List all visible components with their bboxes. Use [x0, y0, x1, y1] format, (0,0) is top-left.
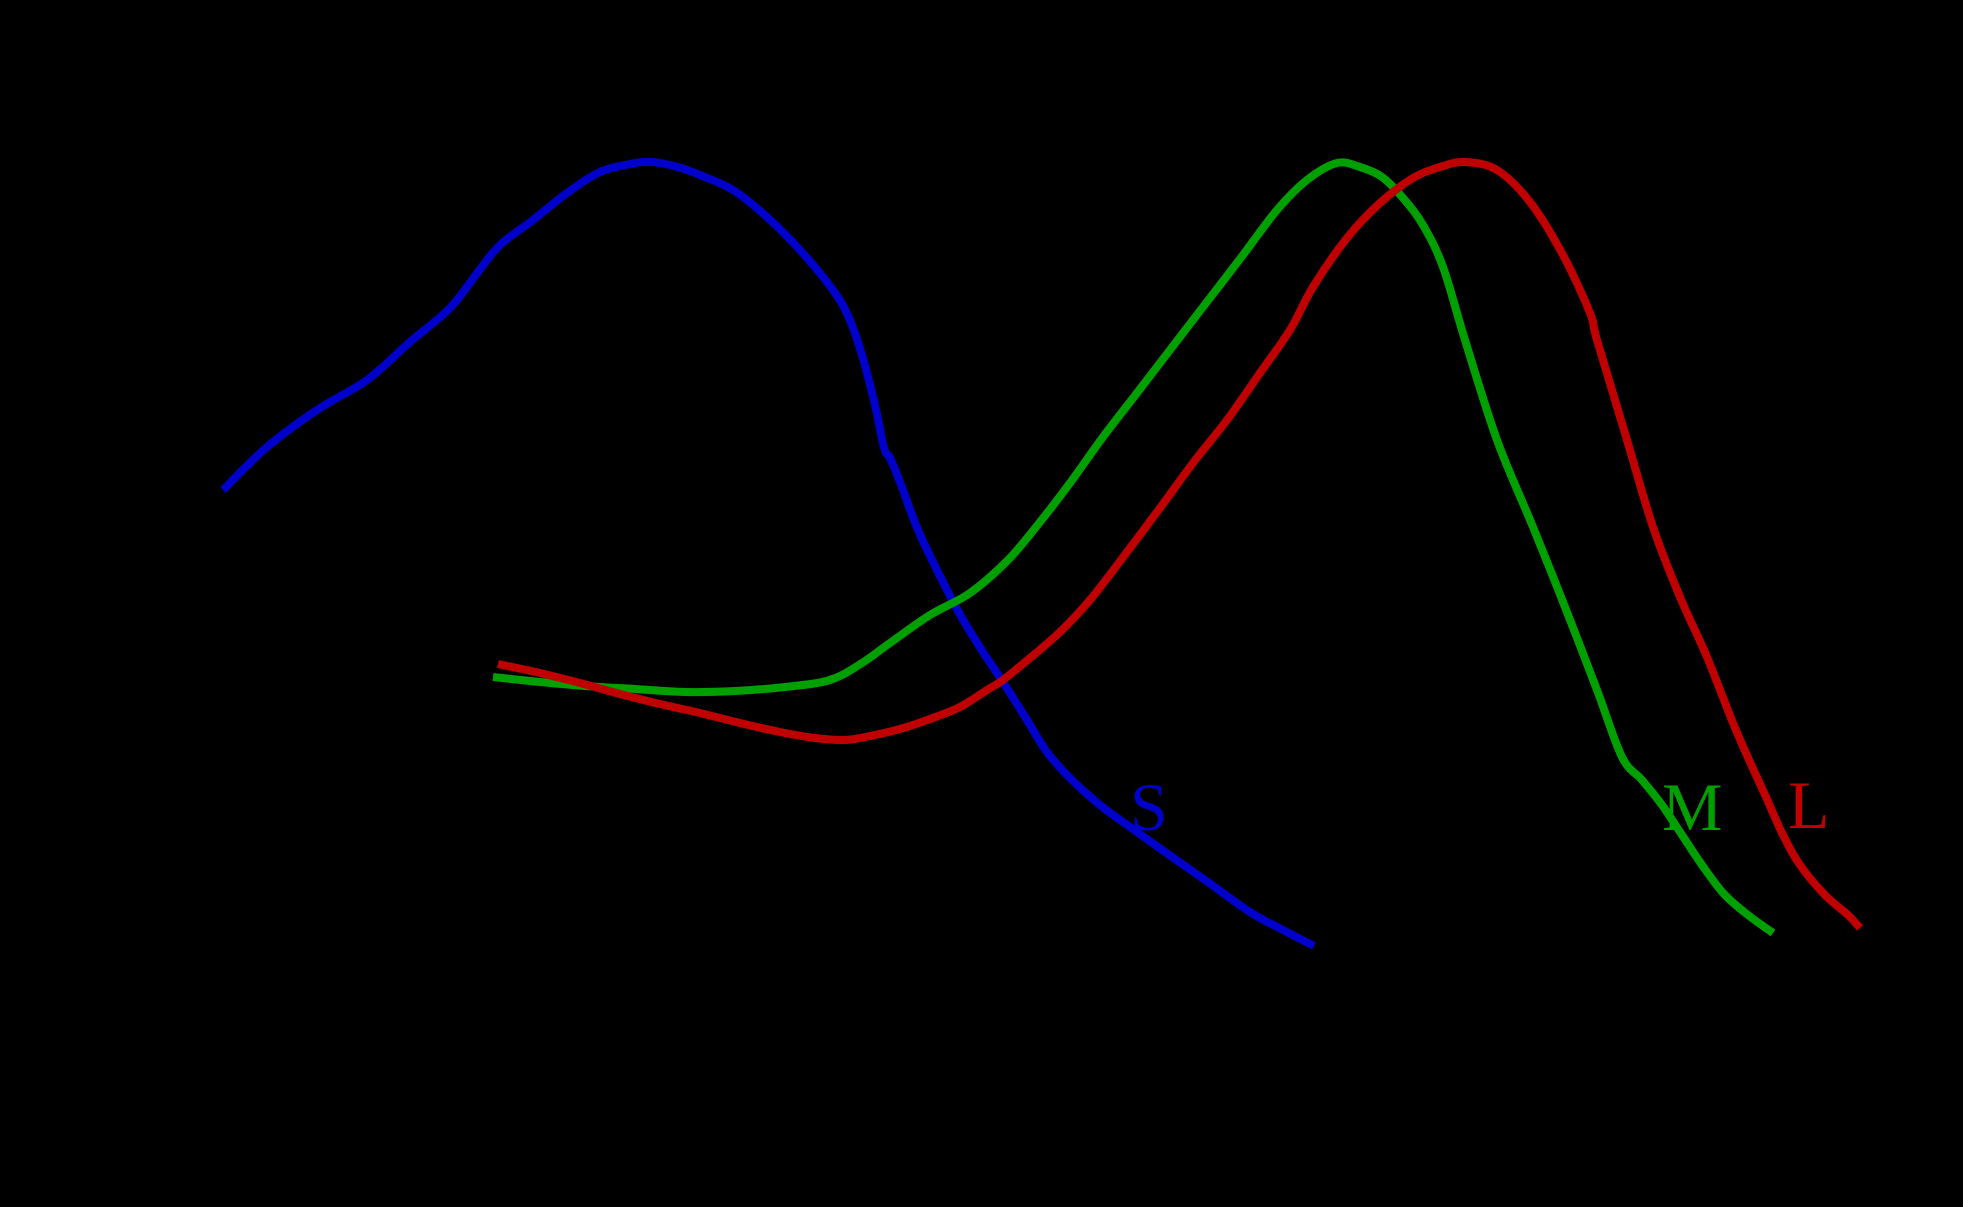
- s-cone-curve: [220, 157, 1316, 950]
- m-cone-label: M: [1662, 769, 1722, 845]
- l-cone-curve: [497, 157, 1863, 931]
- s-cone-label: S: [1130, 769, 1168, 845]
- l-cone-label: L: [1788, 767, 1830, 843]
- s-curve-notch: [872, 447, 882, 457]
- m-cone-curve: [492, 158, 1776, 937]
